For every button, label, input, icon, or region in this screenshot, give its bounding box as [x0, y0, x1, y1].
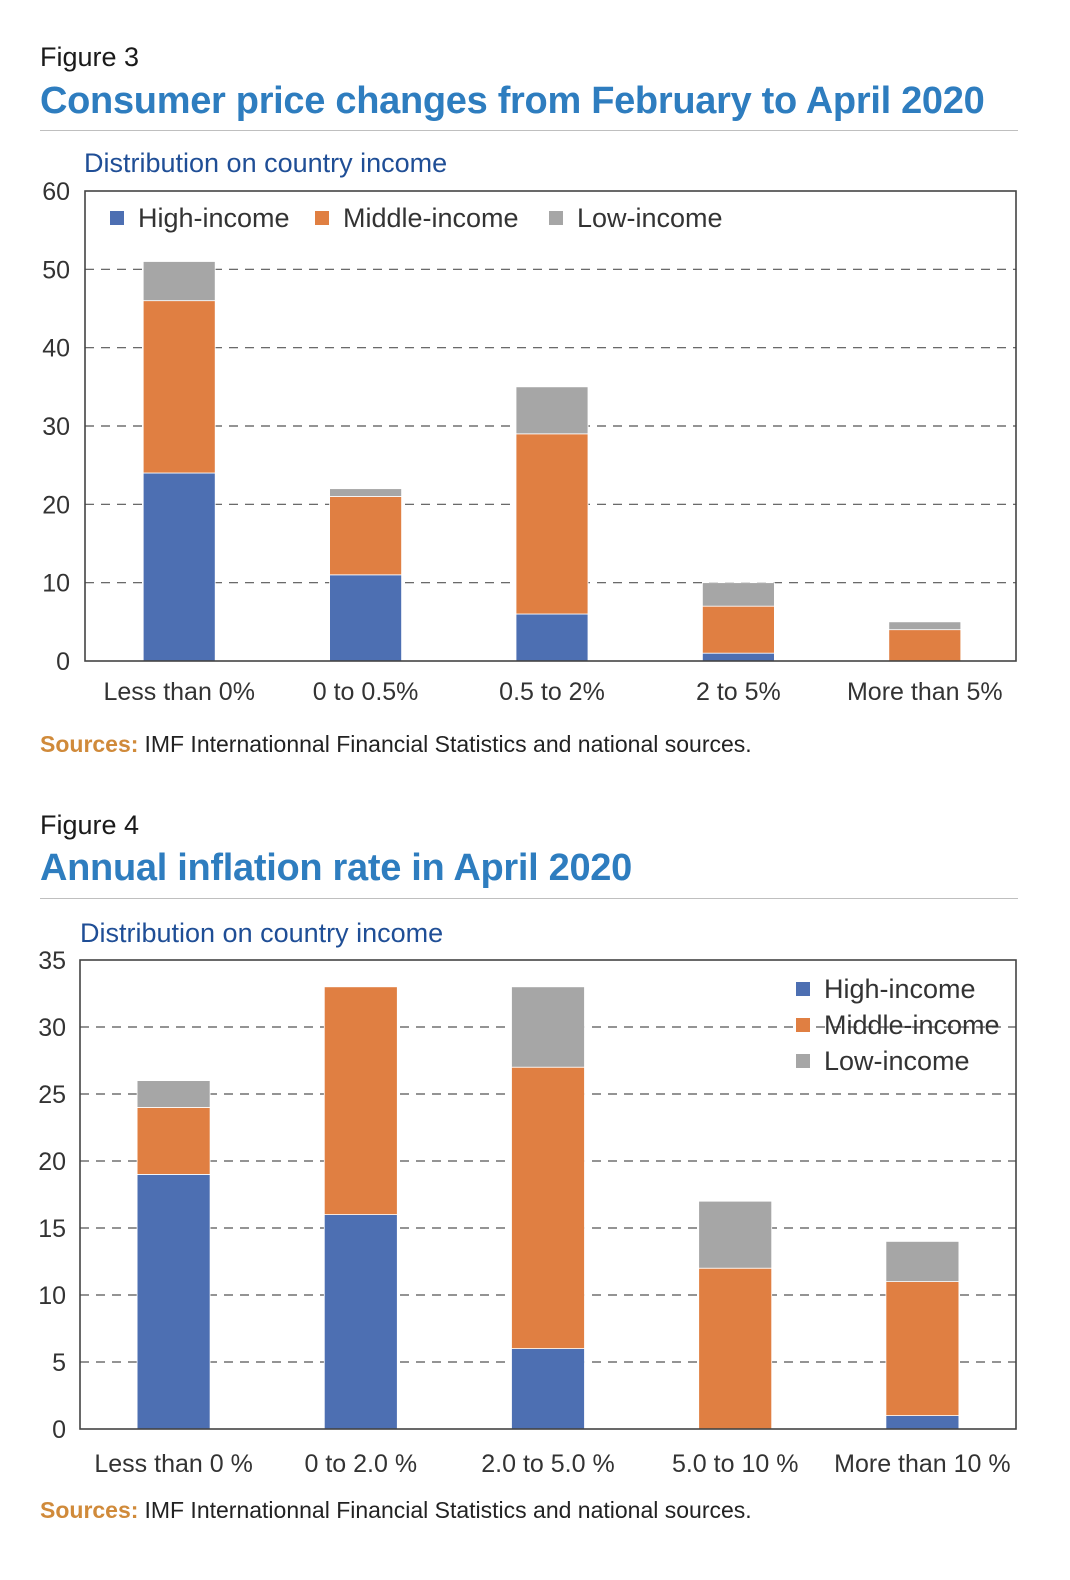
x-category-label: More than 10 % [834, 1450, 1011, 1478]
sources-note: Sources: IMF Internationnal Financial Sta… [40, 1497, 752, 1524]
y-tick-label: 0 [56, 648, 70, 676]
bar-segment [515, 433, 589, 615]
bar-segment [136, 1173, 211, 1430]
bar-segment [511, 1348, 585, 1430]
bar-segment [885, 1415, 960, 1430]
bar-segment [323, 1214, 398, 1430]
x-category-label: Less than 0 % [94, 1450, 252, 1478]
bar-segment [142, 472, 216, 662]
bar-segment [142, 300, 216, 474]
bar-segment [511, 986, 585, 1068]
bar-segment [142, 261, 216, 302]
x-category-label: Less than 0% [103, 678, 255, 706]
y-tick-label: 15 [38, 1215, 66, 1243]
y-tick-label: 20 [38, 1148, 66, 1176]
legend-swatch [796, 1054, 810, 1068]
legend-swatch [315, 211, 329, 225]
figure-label: Figure 4 [40, 810, 140, 840]
bar-segment [136, 1080, 211, 1108]
bar-segment [323, 986, 398, 1216]
x-category-label: 0 to 2.0 % [305, 1450, 418, 1478]
x-category-label: 2 to 5% [696, 678, 781, 706]
x-category-label: 5.0 to 10 % [672, 1450, 798, 1478]
y-tick-label: 25 [38, 1081, 66, 1109]
sources-text: IMF Internationnal Financial Statistics … [144, 1497, 752, 1523]
sources-note: Sources: IMF Internationnal Financial Sta… [40, 731, 752, 758]
bar-segment [329, 574, 403, 662]
bar-segment [702, 652, 775, 662]
x-category-label: 0 to 0.5% [313, 678, 419, 706]
sources-label: Sources: [40, 731, 139, 757]
bar-segment [515, 386, 589, 435]
y-tick-label: 30 [42, 413, 70, 441]
bar-segment [888, 621, 962, 631]
legend-label: High-income [824, 974, 976, 1004]
y-tick-label: 20 [42, 491, 70, 519]
plot-frame [84, 190, 1017, 662]
bar-segment [702, 582, 775, 607]
y-tick-label: 0 [52, 1416, 66, 1444]
y-tick-label: 30 [38, 1014, 66, 1042]
y-tick-label: 35 [38, 947, 66, 975]
legend-label: High-income [138, 203, 290, 233]
legend-swatch [110, 211, 124, 225]
y-tick-label: 40 [42, 335, 70, 363]
chart-subtitle: Distribution on country income [80, 918, 444, 948]
figure-title: Consumer price changes from February to … [40, 80, 985, 122]
figure-title: Annual inflation rate in April 2020 [40, 847, 632, 889]
sources-label: Sources: [40, 1497, 139, 1523]
title-rule [40, 130, 1018, 131]
sources-text: IMF Internationnal Financial Statistics … [144, 731, 752, 757]
figure-label: Figure 3 [40, 42, 140, 72]
bar-segment [136, 1106, 211, 1175]
bar-segment [698, 1200, 773, 1269]
x-category-label: More than 5% [847, 678, 1003, 706]
bar-segment [329, 496, 403, 576]
y-tick-label: 10 [42, 570, 70, 598]
x-category-label: 0.5 to 2% [499, 678, 605, 706]
bar-segment [885, 1281, 960, 1417]
legend-swatch [796, 982, 810, 996]
y-tick-label: 50 [42, 256, 70, 284]
title-rule [40, 898, 1018, 899]
bar-segment [698, 1267, 773, 1430]
x-category-label: 2.0 to 5.0 % [481, 1450, 614, 1478]
bar-segment [515, 613, 589, 662]
bar-segment [885, 1240, 960, 1282]
legend-label: Low-income [577, 203, 723, 233]
legend-label: Middle-income [343, 203, 519, 233]
legend-label: Middle-income [824, 1010, 1000, 1040]
chart-figure-3: 0 10 20 30 40 50 60 Less than 0% 0 to 0.5% 0.5 to… [42, 178, 1017, 706]
y-tick-label: 5 [52, 1349, 66, 1377]
chart-subtitle: Distribution on country income [84, 148, 448, 178]
bar-segment [511, 1066, 585, 1349]
plot-frame [79, 959, 1017, 1430]
bar-segment [329, 488, 403, 497]
legend-swatch [549, 211, 563, 225]
y-tick-label: 60 [42, 178, 70, 206]
bar-segment [702, 605, 775, 654]
y-tick-label: 10 [38, 1282, 66, 1310]
bar-segment [888, 629, 962, 662]
legend-swatch [796, 1018, 810, 1032]
chart-figure-4: 0 5 10 15 20 25 30 35 Less than 0 % 0 to 2.0 % 2.0… [38, 947, 1017, 1478]
legend-label: Low-income [824, 1046, 970, 1076]
